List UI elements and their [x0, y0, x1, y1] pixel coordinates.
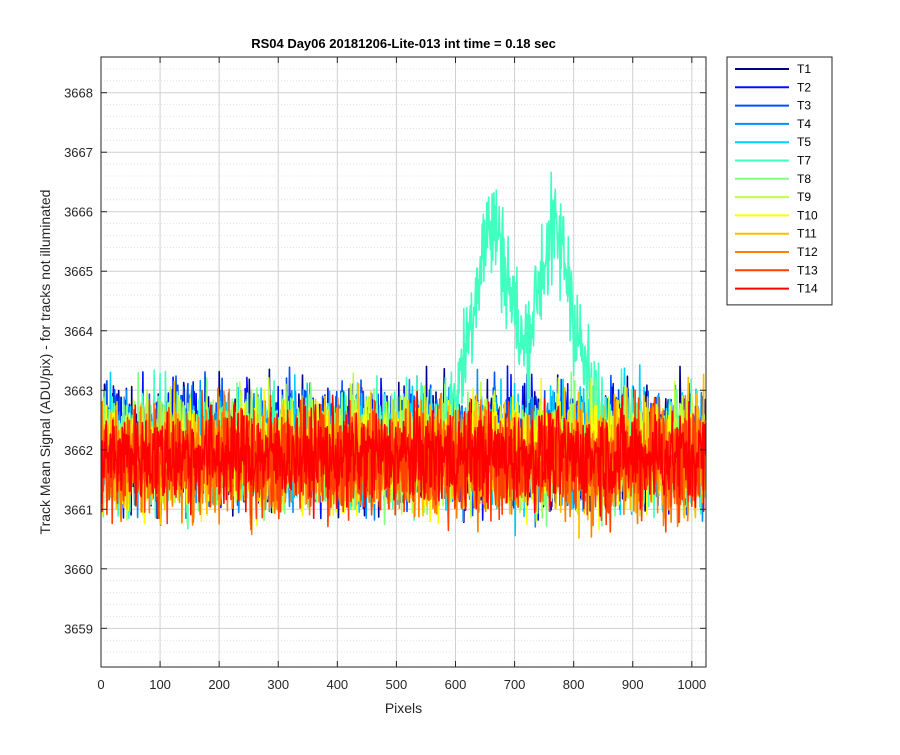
legend-label-t9: T9 [797, 190, 811, 204]
x-tick-label: 500 [386, 677, 408, 692]
legend-label-t13: T13 [797, 263, 818, 277]
legend-label-t7: T7 [797, 154, 811, 168]
legend-label-t3: T3 [797, 99, 811, 113]
legend-label-t8: T8 [797, 172, 811, 186]
y-tick-label: 3664 [64, 324, 93, 339]
legend-label-t14: T14 [797, 282, 818, 296]
x-tick-label: 0 [97, 677, 104, 692]
series-lines [101, 171, 706, 539]
x-tick-label: 100 [149, 677, 171, 692]
series-line-t14 [101, 390, 706, 519]
y-tick-labels: 3659 3660 3661 3662 3663 3664 3665 3666 3667 3668 [64, 86, 93, 637]
x-tick-label: 300 [267, 677, 289, 692]
x-tick-label: 700 [504, 677, 526, 692]
axes [100, 56, 707, 668]
legend-label-t1: T1 [797, 62, 811, 76]
legend-label-t2: T2 [797, 80, 811, 94]
legend-label-t12: T12 [797, 245, 818, 259]
x-tick-label: 600 [445, 677, 467, 692]
plot-background [101, 57, 706, 667]
x-tick-label: 900 [622, 677, 644, 692]
y-tick-label: 3662 [64, 443, 93, 458]
x-axis-title: Pixels [385, 700, 422, 716]
legend-label-t10: T10 [797, 208, 818, 222]
y-tick-label: 3668 [64, 86, 93, 101]
y-tick-label: 3666 [64, 205, 93, 220]
y-tick-label: 3663 [64, 383, 93, 398]
legend: T1 T2 T3 T4 T5 T7 T8 T9 T10 T11 T12 T13 T14 [726, 56, 833, 306]
x-tick-label: 200 [208, 677, 230, 692]
y-tick-label: 3660 [64, 562, 93, 577]
legend-box [726, 56, 833, 306]
x-tick-label: 400 [326, 677, 348, 692]
x-tick-label: 1000 [677, 677, 706, 692]
legend-label-t4: T4 [797, 117, 811, 131]
y-tick-label: 3661 [64, 502, 93, 517]
axes-box [100, 56, 707, 668]
y-tick-label: 3659 [64, 621, 93, 636]
chart-title: RS04 Day06 20181206-Lite-013 int time = … [251, 36, 556, 51]
legend-label-t11: T11 [797, 227, 817, 241]
legend-label-t5: T5 [797, 135, 811, 149]
x-tick-labels: 0 100 200 300 400 500 600 700 800 900 1000 [97, 677, 706, 692]
y-tick-label: 3667 [64, 145, 93, 160]
x-tick-label: 800 [563, 677, 585, 692]
y-tick-label: 3665 [64, 264, 93, 279]
grid [100, 56, 706, 667]
y-axis-title: Track Mean Signal (ADU/pix) - for tracks… [37, 190, 53, 535]
